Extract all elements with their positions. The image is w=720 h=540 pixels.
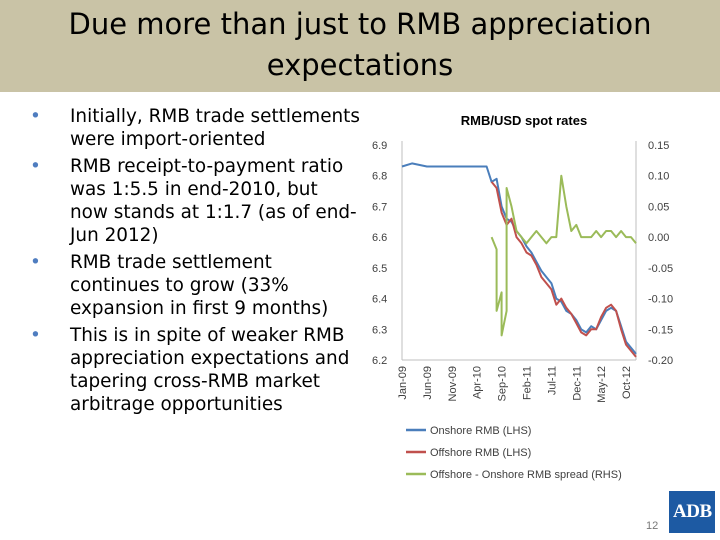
series-line [490, 174, 637, 337]
y-tick-label-left: 6.5 [372, 263, 387, 275]
bullet-text: Initially, RMB trade settlements were im… [70, 106, 360, 150]
y-tick-label-left: 6.7 [372, 201, 387, 213]
bullet-list: • Initially, RMB trade settlements were i… [30, 105, 360, 420]
title-bar [0, 0, 720, 92]
x-tick-label: Dec-11 [571, 366, 583, 401]
bullet-dot-icon: • [30, 252, 41, 273]
y-tick-label-right: 0.10 [648, 171, 669, 183]
x-tick-label: Apr-10 [472, 366, 484, 399]
series-line [490, 181, 637, 358]
x-tick-label: Jul-11 [546, 366, 558, 395]
slide-title: Due more than just to RMB appreciation e… [68, 7, 652, 82]
adb-logo-text: ADB [673, 501, 712, 522]
x-tick-label: Jan-09 [397, 366, 409, 400]
y-tick-label-left: 6.8 [372, 171, 387, 183]
bullet-dot-icon: • [30, 156, 41, 177]
y-tick-label-right: -0.10 [648, 294, 673, 306]
legend-label: Offshore RMB (LHS) [430, 447, 531, 459]
series-line [401, 162, 637, 355]
y-tick-label-left: 6.4 [372, 294, 387, 306]
x-tick-label: May-12 [596, 366, 608, 403]
chart-title: RMB/USD spot rates [461, 113, 587, 128]
legend-label: Offshore - Onshore RMB spread (RHS) [430, 469, 622, 481]
y-tick-label-left: 6.2 [372, 355, 387, 367]
legend-label: Onshore RMB (LHS) [430, 425, 531, 437]
y-tick-label-left: 6.9 [372, 140, 387, 152]
bullet-item: • This is in spite of weaker RMB apprecia… [30, 324, 360, 416]
y-tick-label-right: -0.05 [648, 263, 673, 275]
y-tick-label-left: 6.6 [372, 232, 387, 244]
bullet-item: • RMB receipt-to-payment ratio was 1:5.5 … [30, 155, 360, 247]
bullet-text: RMB trade settlement continues to grow (… [70, 252, 329, 319]
bullet-item: • RMB trade settlement continues to grow … [30, 251, 360, 320]
y-tick-label-right: -0.15 [648, 324, 673, 336]
bullet-text: RMB receipt-to-payment ratio was 1:5.5 i… [70, 156, 357, 246]
bullet-item: • Initially, RMB trade settlements were i… [30, 105, 360, 151]
x-tick-label: Nov-09 [447, 366, 459, 401]
rmb-usd-chart: RMB/USD spot rates 6.2 6.3 6.4 6.5 6.6 6.7 6.8 6… [372, 113, 673, 481]
y-tick-label-right: 0.05 [648, 201, 669, 213]
y-tick-label-right: 0.15 [648, 140, 669, 152]
x-tick-label: Sep-10 [497, 366, 509, 401]
page-number: 12 [646, 520, 659, 532]
x-tick-label: Jun-09 [422, 366, 434, 400]
bullet-dot-icon: • [30, 325, 41, 346]
x-tick-label: Feb-11 [521, 366, 533, 400]
bullet-text: This is in spite of weaker RMB appreciat… [70, 325, 350, 415]
x-tick-label: Oct-12 [621, 366, 633, 399]
bullet-dot-icon: • [30, 106, 41, 127]
y-tick-label-right: -0.20 [648, 355, 673, 367]
y-tick-label-left: 6.3 [372, 324, 387, 336]
y-tick-label-right: 0.00 [648, 232, 669, 244]
adb-logo: ADB [669, 491, 715, 533]
